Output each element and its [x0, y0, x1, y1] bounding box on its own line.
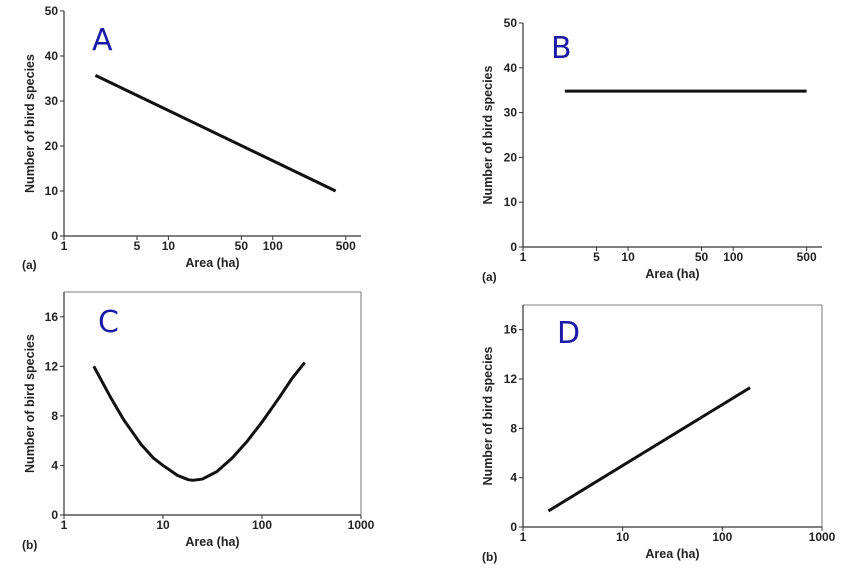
y-tick-label: 16 — [504, 323, 518, 337]
y-tick-label: 0 — [51, 229, 58, 243]
y-tick-label: 0 — [510, 520, 517, 534]
series-line — [92, 361, 306, 482]
x-tick-label: 100 — [712, 530, 732, 544]
x-tick-label: 10 — [156, 518, 170, 532]
y-tick-label: 50 — [45, 4, 59, 18]
y-tick-label: 8 — [510, 421, 517, 435]
y-tick-label: 30 — [45, 94, 59, 108]
y-tick-label: 40 — [504, 61, 518, 75]
panel-letter: C — [98, 305, 119, 340]
series-line — [547, 386, 751, 513]
y-tick-label: 8 — [51, 409, 58, 423]
x-tick-label: 500 — [797, 250, 817, 264]
x-tick-label: 50 — [235, 239, 249, 253]
y-tick-label: 0 — [51, 508, 58, 522]
y-tick-label: 12 — [504, 372, 518, 386]
y-axis-label: Number of bird species — [481, 65, 495, 204]
series-line — [94, 73, 337, 193]
x-tick-label: 1 — [61, 239, 68, 253]
subfigure-label: (a) — [482, 270, 497, 284]
x-tick-label: 10 — [621, 250, 635, 264]
panel-letter: B — [551, 31, 572, 66]
x-axis-label: Area (ha) — [645, 267, 699, 281]
x-tick-label: 100 — [263, 239, 283, 253]
y-tick-label: 20 — [45, 139, 59, 153]
x-tick-label: 100 — [252, 518, 272, 532]
y-axis-label: Number of bird species — [23, 334, 37, 473]
x-tick-label: 1000 — [348, 518, 375, 532]
x-tick-label: 500 — [336, 239, 356, 253]
x-tick-label: 10 — [616, 530, 630, 544]
chart-panel-a: 0 10 20 30 40 50 1 5 10 50 100 500 Area (ha) Number o… — [22, 4, 361, 272]
y-tick-label: 4 — [51, 458, 58, 472]
subfigure-label: (b) — [22, 538, 37, 552]
panel-letter: A — [92, 23, 113, 58]
chart-panel-d: 0 4 8 12 16 1 10 100 1000 Area (ha) Number of bird… — [481, 304, 836, 564]
y-tick-label: 10 — [45, 184, 59, 198]
y-tick-label: 50 — [504, 16, 518, 30]
y-tick-label: 12 — [45, 359, 59, 373]
y-tick-label: 40 — [45, 49, 59, 63]
chart-panel-c: 0 4 8 12 16 1 10 100 1000 Area (ha) Number of bird… — [22, 291, 375, 552]
y-tick-label: 4 — [510, 471, 517, 485]
y-tick-label: 10 — [504, 195, 518, 209]
x-tick-label: 100 — [723, 250, 743, 264]
x-axis-label: Area (ha) — [645, 547, 699, 561]
x-tick-label: 50 — [695, 250, 709, 264]
x-tick-label: 10 — [162, 239, 176, 253]
x-tick-label: 5 — [593, 250, 600, 264]
chart-panel-b: 0 10 20 30 40 50 1 5 10 50 100 500 Area (ha) Number o… — [481, 16, 822, 284]
x-tick-label: 1 — [520, 250, 527, 264]
x-tick-label: 1 — [61, 518, 68, 532]
x-tick-label: 1000 — [809, 530, 836, 544]
x-axis-label: Area (ha) — [185, 256, 239, 270]
y-tick-label: 20 — [504, 150, 518, 164]
panel-letter: D — [557, 316, 580, 351]
x-tick-label: 5 — [134, 239, 141, 253]
subfigure-label: (a) — [22, 258, 37, 272]
x-axis-label: Area (ha) — [185, 535, 239, 549]
y-tick-label: 16 — [45, 310, 59, 324]
y-tick-label: 0 — [510, 240, 517, 254]
subfigure-label: (b) — [482, 550, 497, 564]
y-tick-label: 30 — [504, 106, 518, 120]
x-tick-label: 1 — [520, 530, 527, 544]
y-axis-label: Number of bird species — [481, 346, 495, 485]
y-axis-label: Number of bird species — [23, 54, 37, 193]
